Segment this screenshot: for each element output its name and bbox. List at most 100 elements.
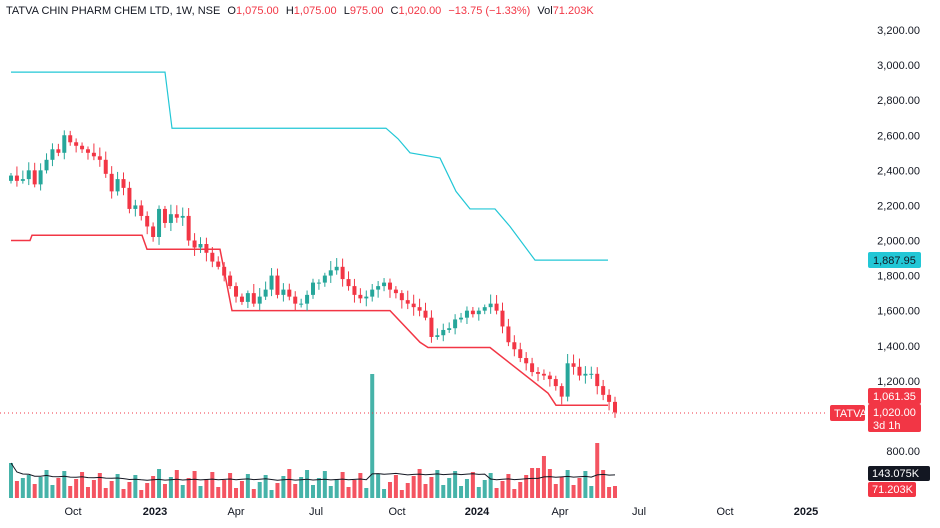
volume-bar — [50, 485, 55, 498]
high-value: 1,075.00 — [293, 5, 337, 17]
volume-bar — [441, 485, 446, 498]
candle-body — [139, 205, 144, 216]
volume-bar — [44, 470, 49, 498]
candle-body — [168, 214, 173, 223]
time-tick-label: Oct — [716, 506, 733, 518]
candle-body — [180, 215, 185, 218]
volume-bar — [180, 485, 185, 498]
time-tick-label: Apr — [551, 506, 568, 518]
volume-tag: 71.203K — [868, 482, 916, 497]
candle-body — [476, 310, 481, 315]
candle-body — [222, 266, 227, 276]
candle-body — [62, 135, 67, 153]
candle-body — [453, 319, 458, 329]
volume-bar — [577, 478, 582, 498]
candle-body — [38, 170, 43, 185]
candle-body — [376, 286, 381, 290]
candle-body — [121, 179, 126, 188]
volume-bar — [382, 489, 387, 498]
volume-bar — [210, 472, 215, 498]
candle-body — [435, 335, 440, 337]
candle-body — [494, 303, 499, 311]
svg-text:1,887.95: 1,887.95 — [873, 255, 916, 267]
lower-line-tag: 1,061.35 — [868, 388, 921, 404]
volume-bar — [512, 489, 517, 498]
volume-bar — [464, 479, 469, 498]
candle-body — [9, 175, 13, 181]
candle-body — [198, 244, 203, 248]
candle-body — [459, 317, 464, 320]
open-label: O — [227, 5, 236, 17]
candle-body — [210, 252, 215, 262]
candle-body — [293, 296, 298, 304]
candle-body — [26, 170, 31, 180]
volume-bar — [228, 473, 233, 498]
lower-band-line — [11, 234, 608, 406]
volume-bar — [85, 487, 90, 498]
volume-bar — [435, 470, 440, 498]
candle-body — [559, 386, 564, 397]
candle-body — [275, 275, 280, 295]
volume-bar — [524, 475, 529, 498]
volume-bar — [109, 481, 114, 498]
svg-text:143.075K: 143.075K — [872, 468, 920, 480]
candle-body — [370, 289, 375, 297]
candle-body — [405, 300, 410, 304]
volume-bar — [334, 479, 339, 498]
candle-body — [204, 244, 209, 253]
volume-bar — [518, 482, 523, 498]
candle-body — [506, 326, 511, 343]
volume-bar — [68, 486, 73, 498]
price-tick-label: 1,400.00 — [877, 341, 920, 353]
candle-body — [133, 205, 138, 209]
volume-bar — [559, 477, 564, 498]
candle-body — [530, 363, 535, 373]
candle-body — [541, 373, 546, 376]
volume-bar — [346, 487, 351, 498]
volume-bar — [234, 488, 239, 498]
volume-bar — [251, 489, 256, 498]
candle-body — [174, 214, 179, 218]
open-value: 1,075.00 — [235, 5, 279, 17]
vol-ma-tag: 143.075K — [868, 466, 930, 481]
volume-bar — [97, 473, 102, 498]
volume-bar — [192, 471, 197, 498]
candle-body — [340, 266, 345, 280]
candle-body — [536, 372, 541, 374]
candle-body — [429, 317, 434, 337]
candle-body — [447, 328, 452, 330]
volume-label: Vol — [537, 5, 553, 17]
candle-body — [441, 329, 446, 336]
volume-bar — [364, 488, 369, 498]
symbol-title: TATVA CHIN PHARM CHEM LTD, 1W, NSE — [6, 5, 221, 17]
price-axis[interactable]: 800.001,000.001,200.001,400.001,600.001,… — [877, 25, 920, 458]
time-tick-label: 2023 — [143, 506, 167, 518]
volume-bar — [352, 480, 357, 498]
candle-body — [269, 275, 274, 290]
candle-body — [299, 303, 304, 305]
time-tick-label: 2024 — [465, 506, 490, 518]
volume-bar — [322, 471, 327, 498]
price-tick-label: 2,000.00 — [877, 236, 920, 248]
candle-body — [281, 289, 286, 295]
candle-body — [115, 179, 120, 192]
volume-bar — [168, 477, 173, 498]
svg-text:71.203K: 71.203K — [872, 484, 914, 496]
candle-body — [387, 282, 392, 290]
volume-bar — [358, 473, 363, 498]
ticker-tag: TATVA — [830, 405, 868, 421]
candle-body — [145, 215, 150, 227]
volume-bar — [583, 471, 588, 498]
volume-bar — [14, 481, 19, 498]
candle-body — [470, 310, 475, 315]
volume-bar — [115, 474, 120, 498]
volume-bar — [476, 487, 481, 498]
time-axis[interactable]: Oct 2023 Apr Jul Oct 2024 Apr Jul Oct 2025 — [64, 506, 818, 518]
price-tick-label: 2,200.00 — [877, 200, 920, 212]
volume-bar — [553, 484, 558, 498]
countdown-text: 3d 1h — [873, 420, 901, 432]
candle-body — [417, 307, 422, 311]
candle-body — [334, 266, 339, 271]
candle-body — [234, 286, 239, 297]
